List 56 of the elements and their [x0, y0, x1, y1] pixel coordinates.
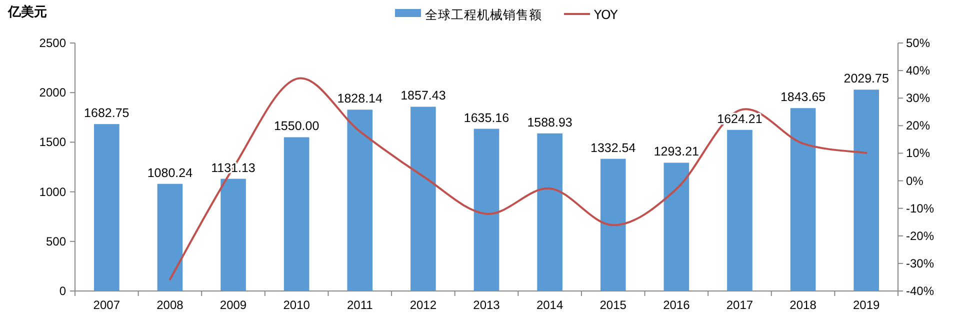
bar	[474, 128, 500, 291]
x-tick-label: 2018	[790, 298, 817, 312]
y2-tick-label: 20%	[906, 118, 930, 133]
x-tick-label: 2008	[156, 298, 184, 312]
y2-tick-label: 50%	[906, 36, 930, 50]
x-tick-label: 2011	[346, 298, 374, 312]
data-label: 1843.65	[780, 90, 826, 104]
data-label: 1857.43	[400, 88, 446, 103]
x-tick-label: 2019	[852, 298, 880, 312]
x-tick-label: 2016	[663, 298, 690, 312]
y2-tick-label: 40%	[906, 64, 930, 78]
data-label: 1588.93	[527, 115, 572, 130]
legend-label: 全球工程机械销售额	[425, 7, 542, 22]
x-tick-label: 2007	[93, 298, 120, 312]
y-axis-title: 亿美元	[7, 4, 47, 20]
y-tick-label: 2000	[39, 86, 66, 100]
bar	[410, 106, 436, 291]
bar	[537, 133, 562, 291]
bar	[600, 158, 626, 291]
bar	[664, 162, 690, 291]
y2-tick-label: -30%	[906, 256, 934, 270]
bar	[220, 178, 246, 291]
y2-tick-label: -10%	[906, 201, 934, 216]
data-label: 1828.14	[337, 92, 383, 106]
x-tick-label: 2010	[283, 298, 310, 312]
y2-tick-label: 30%	[906, 91, 930, 106]
y-tick-label: 1500	[39, 135, 66, 150]
x-tick-label: 2015	[600, 298, 627, 312]
y2-tick-label: -40%	[906, 284, 934, 298]
x-tick-label: 2009	[220, 298, 247, 312]
bar	[94, 124, 120, 291]
bar	[157, 184, 183, 291]
bar	[790, 108, 816, 291]
x-tick-label: 2012	[410, 298, 437, 312]
y-tick-label: 1000	[39, 184, 66, 199]
y2-tick-label: 10%	[906, 146, 930, 160]
data-label: 1293.21	[654, 144, 700, 159]
bar	[347, 110, 373, 291]
bar	[854, 90, 880, 291]
y2-tick-label: 0%	[906, 174, 924, 188]
x-tick-label: 2014	[536, 298, 564, 312]
y-tick-label: 2500	[39, 36, 66, 50]
data-label: 1550.00	[274, 119, 320, 134]
bar	[727, 130, 752, 291]
data-label: 1635.16	[464, 110, 510, 125]
data-label: 1080.24	[147, 166, 193, 180]
data-label: 2029.75	[844, 72, 889, 86]
y-tick-label: 0	[59, 284, 66, 298]
data-label: 1332.54	[590, 140, 636, 155]
legend-label: YOY	[593, 7, 618, 22]
y-tick-label: 500	[46, 234, 66, 248]
data-label: 1682.75	[84, 106, 130, 120]
x-tick-label: 2013	[473, 298, 500, 312]
x-tick-label: 2017	[726, 298, 754, 312]
bar	[284, 137, 310, 291]
y2-tick-label: -20%	[906, 228, 934, 243]
